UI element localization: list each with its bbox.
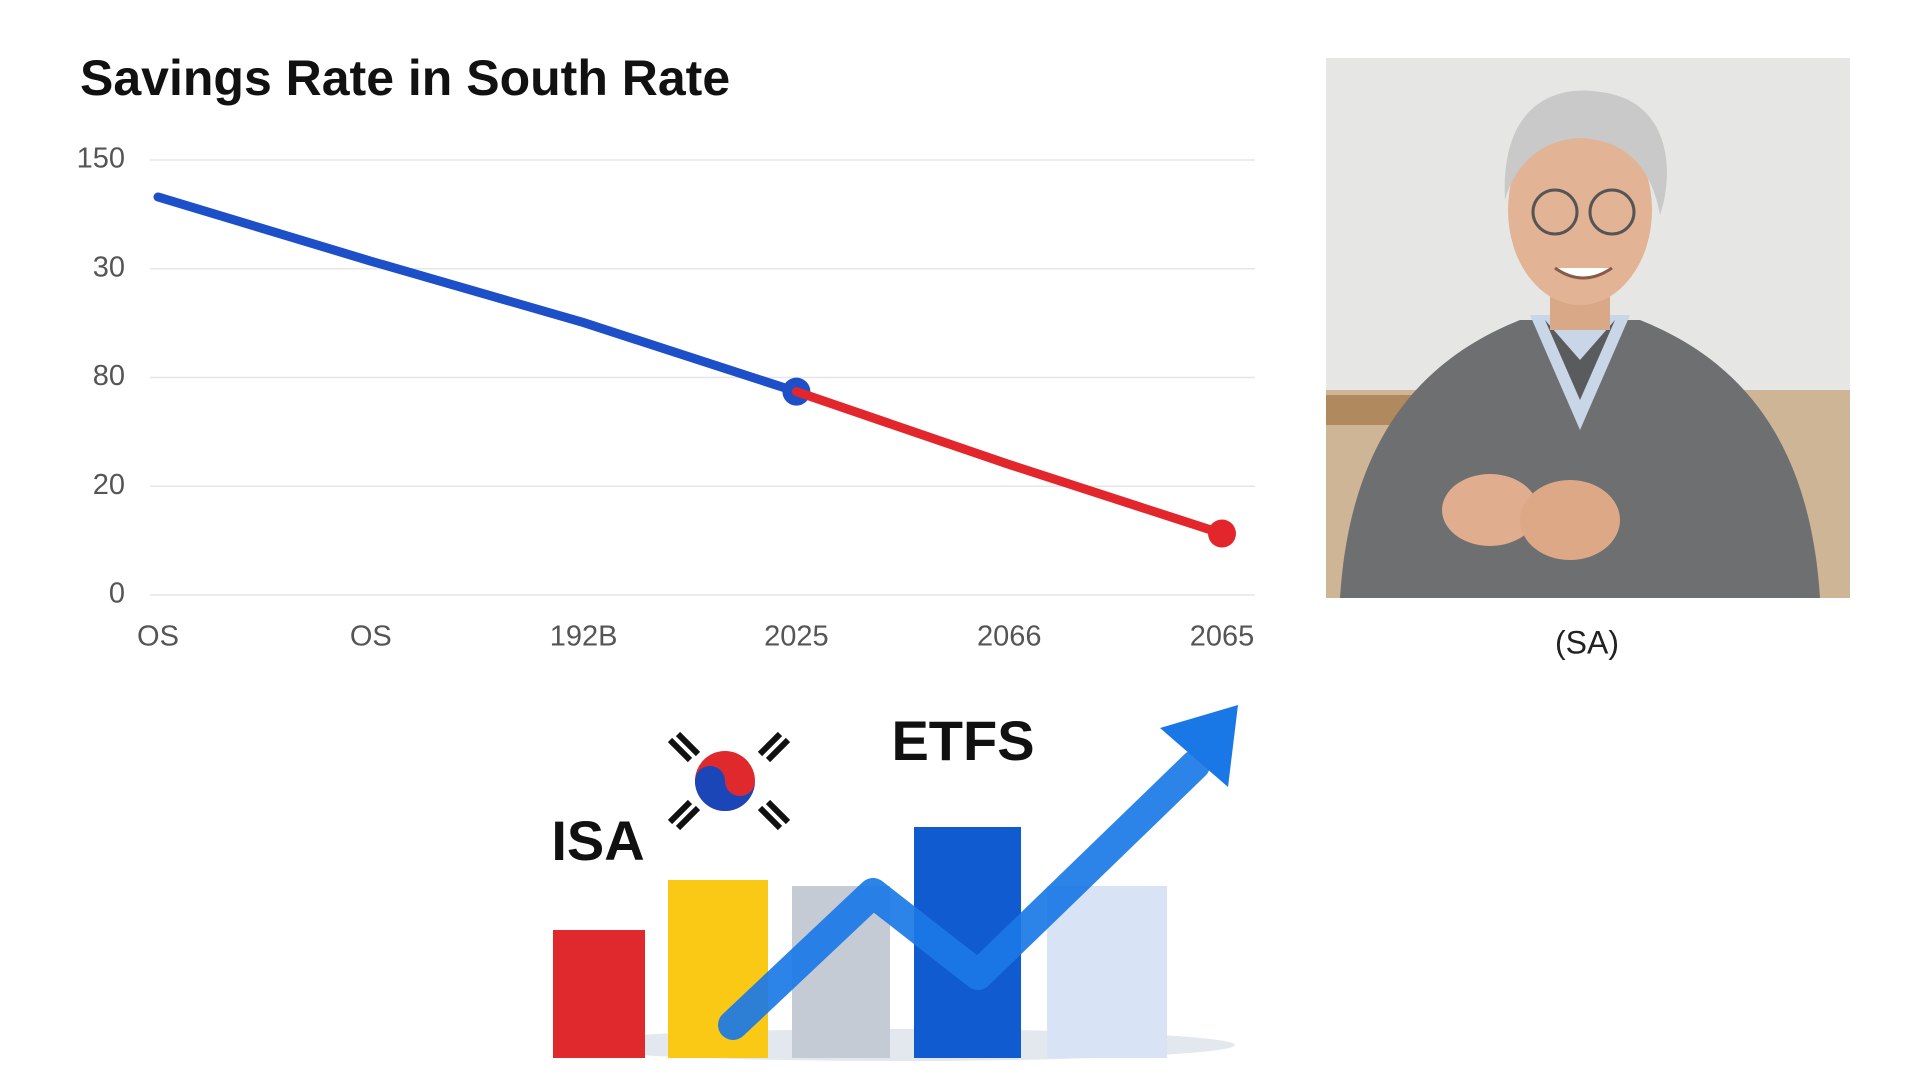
y-tick-label: 150 (77, 143, 125, 175)
illustration-label: ETFS (891, 709, 1034, 772)
photo (1326, 58, 1850, 598)
x-tick-label: 2025 (764, 621, 829, 653)
point (1208, 519, 1236, 548)
y-tick-label: 20 (93, 469, 125, 501)
series-line (153, 192, 801, 397)
x-tick-label: OS (137, 621, 179, 653)
chart-title: Savings Rate in South Rate (80, 50, 730, 106)
y-tick-label: 80 (93, 360, 125, 392)
photo-caption: (SA) (1555, 624, 1619, 660)
x-tick-label: OS (350, 621, 392, 653)
illustration (553, 705, 1238, 1061)
x-tick-label: 192B (550, 621, 618, 653)
x-tick-label: 2065 (1190, 621, 1255, 653)
x-tick-label: 2066 (977, 621, 1042, 653)
illustration-label: ISA (551, 809, 644, 872)
plot: 0 20 80 30 150 OS OS 192B 2025 2066 2065 (77, 143, 1255, 653)
series-line (791, 387, 1227, 539)
y-tick-label: 0 (109, 578, 125, 610)
y-tick-label: 30 (93, 251, 125, 283)
